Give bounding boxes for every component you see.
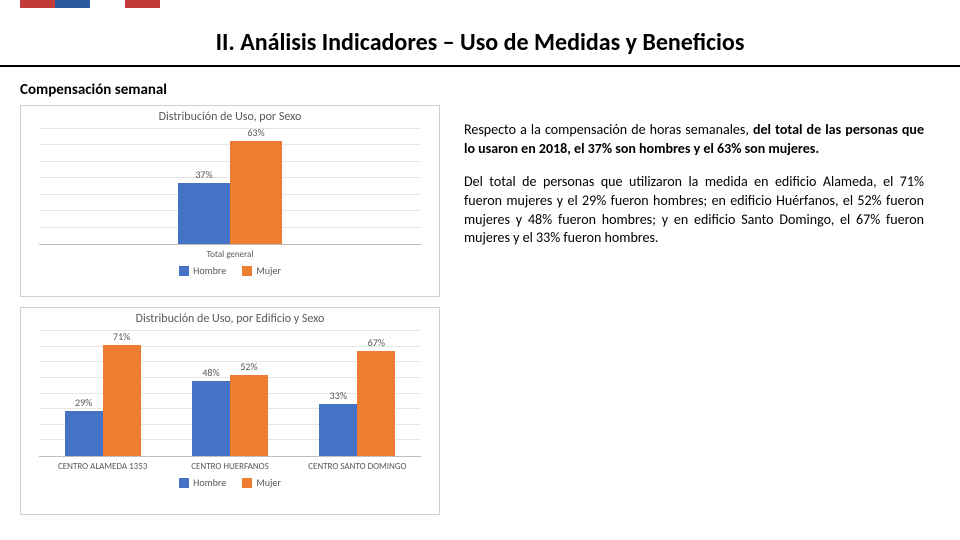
chart-legend: Hombre Mujer — [21, 260, 439, 283]
flag-segment — [20, 0, 55, 8]
chart-title: Distribución de Uso, por Edificio y Sexo — [21, 308, 439, 328]
category-label: Total general — [39, 249, 421, 260]
section-subtitle: Compensación semanal — [20, 81, 960, 99]
paragraph-2: Del total de personas que utilizaron la … — [464, 173, 924, 249]
paragraph-lead: Respecto a la compensación de horas sema… — [464, 121, 753, 138]
bar — [230, 375, 268, 456]
flag-strip — [20, 0, 160, 8]
bar-value-label: 71% — [113, 330, 130, 343]
chart-plot-area: 37%63% — [39, 130, 421, 245]
legend-swatch-icon — [242, 478, 252, 488]
bar-group — [192, 375, 268, 456]
bar-group — [319, 351, 395, 456]
bar — [357, 351, 395, 456]
category-label: CENTRO SANTO DOMINGO — [294, 461, 421, 472]
legend-label: Hombre — [193, 264, 226, 277]
bar — [65, 411, 103, 456]
charts-column: Distribución de Uso, por Sexo 37%63% Tot… — [20, 105, 440, 525]
bar — [178, 183, 230, 244]
legend-item-mujer: Mujer — [242, 476, 281, 489]
category-label: CENTRO ALAMEDA 1353 — [39, 461, 166, 472]
chart-plot-area: 29%71%48%52%33%67% — [39, 332, 421, 457]
legend-label: Hombre — [193, 476, 226, 489]
bar-group — [65, 345, 141, 456]
chart-gridline — [39, 128, 421, 129]
bar-value-label: 52% — [240, 360, 257, 373]
chart-title: Distribución de Uso, por Sexo — [21, 106, 439, 126]
legend-item-hombre: Hombre — [179, 476, 226, 489]
bar-value-label: 63% — [247, 126, 264, 139]
legend-swatch-icon — [242, 266, 252, 276]
legend-swatch-icon — [179, 266, 189, 276]
legend-item-hombre: Hombre — [179, 264, 226, 277]
chart-uso-por-sexo: Distribución de Uso, por Sexo 37%63% Tot… — [20, 105, 440, 297]
flag-segment — [90, 0, 125, 8]
bar — [319, 404, 357, 456]
chart-legend: Hombre Mujer — [21, 472, 439, 495]
paragraph-1: Respecto a la compensación de horas sema… — [464, 121, 924, 159]
bar — [192, 381, 230, 456]
chart-category-axis: CENTRO ALAMEDA 1353CENTRO HUERFANOSCENTR… — [39, 461, 421, 472]
title-underline — [0, 65, 960, 67]
chart-uso-por-edificio: Distribución de Uso, por Edificio y Sexo… — [20, 307, 440, 515]
slide-title: II. Análisis Indicadores – Uso de Medida… — [0, 28, 960, 57]
category-label: CENTRO HUERFANOS — [166, 461, 293, 472]
legend-item-mujer: Mujer — [242, 264, 281, 277]
bar-value-label: 67% — [368, 336, 385, 349]
chart-gridline — [39, 330, 421, 331]
flag-segment — [125, 0, 160, 8]
bar-group — [178, 141, 282, 245]
legend-label: Mujer — [256, 476, 281, 489]
flag-segment — [55, 0, 90, 8]
bar — [103, 345, 141, 456]
text-column: Respecto a la compensación de horas sema… — [464, 105, 940, 525]
bar — [230, 141, 282, 245]
chart-category-axis: Total general — [39, 249, 421, 260]
legend-label: Mujer — [256, 264, 281, 277]
legend-swatch-icon — [179, 478, 189, 488]
